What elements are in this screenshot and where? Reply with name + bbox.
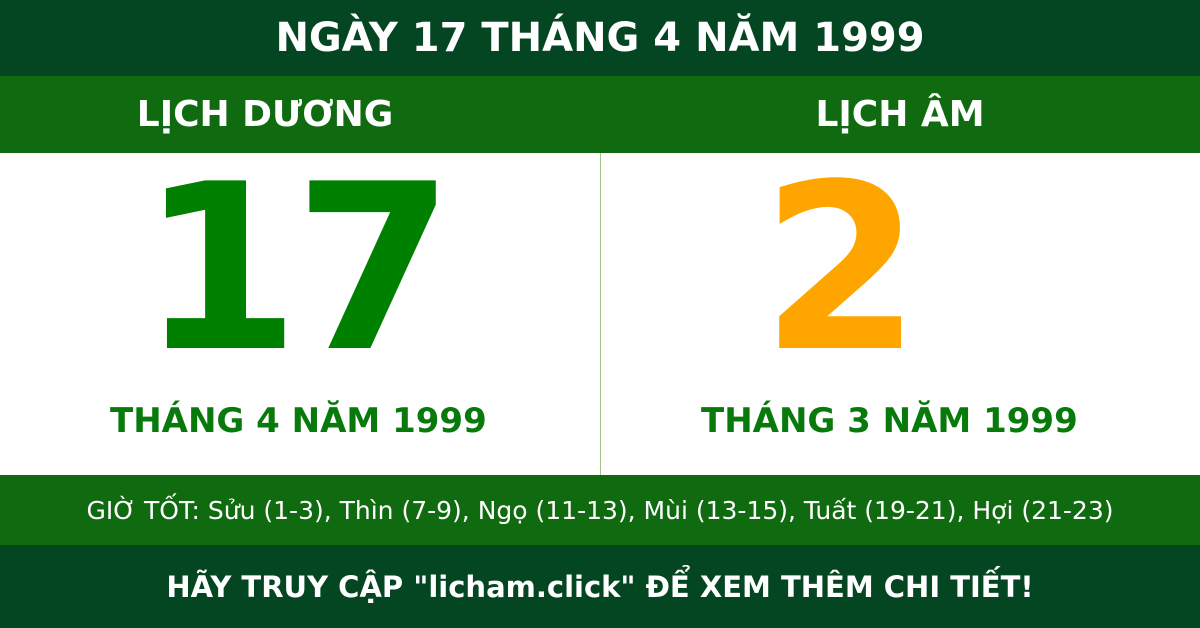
lunar-month-year: THÁNG 3 NĂM 1999: [701, 401, 1078, 441]
solar-day: 17: [140, 136, 454, 403]
solar-calendar-label: LỊCH DƯƠNG: [136, 94, 394, 135]
good-hours: GIỜ TỐT: Sửu (1-3), Thìn (7-9), Ngọ (11-…: [0, 475, 1200, 545]
lunar-calendar-label: LỊCH ÂM: [815, 94, 985, 135]
lunar-day: 2: [761, 136, 922, 403]
solar-month-year: THÁNG 4 NĂM 1999: [110, 401, 487, 441]
solar-panel: 17 THÁNG 4 NĂM 1999: [0, 153, 600, 475]
calendar-headers: LỊCH DƯƠNG LỊCH ÂM: [0, 76, 1200, 153]
lunar-panel: 2 THÁNG 3 NĂM 1999: [600, 153, 1200, 475]
page-title: NGÀY 17 THÁNG 4 NĂM 1999: [0, 0, 1200, 76]
footer-call-to-action: HÃY TRUY CẬP "licham.click" ĐỂ XEM THÊM …: [0, 545, 1200, 628]
